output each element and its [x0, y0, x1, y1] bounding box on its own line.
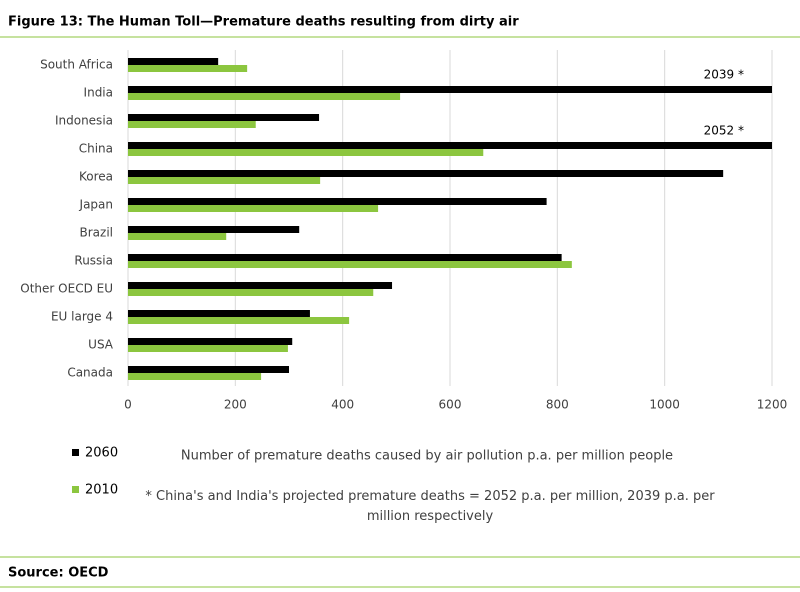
chart-title: Figure 13: The Human Toll—Premature deat… — [8, 15, 519, 30]
bar — [128, 142, 772, 149]
source: Source: OECD — [8, 566, 109, 581]
bar — [128, 121, 256, 128]
bar — [128, 310, 310, 317]
y-tick-label: USA — [88, 338, 114, 352]
bar — [128, 345, 288, 352]
legend-swatch — [72, 486, 79, 493]
y-tick-label: Brazil — [80, 226, 114, 240]
x-tick-label: 800 — [546, 398, 569, 412]
y-tick-label: China — [79, 142, 113, 156]
bar — [128, 58, 219, 65]
legend-label: 2060 — [85, 446, 118, 461]
footnote: * China's and India's projected prematur… — [145, 489, 715, 524]
y-tick-label: Canada — [67, 366, 113, 380]
x-tick-label: 200 — [224, 398, 247, 412]
x-tick-label: 1200 — [757, 398, 788, 412]
bar — [128, 317, 350, 324]
bar — [128, 198, 547, 205]
bar — [128, 226, 300, 233]
bar — [128, 261, 572, 268]
x-tick-label: 400 — [331, 398, 354, 412]
x-tick-label: 600 — [439, 398, 462, 412]
bar — [128, 338, 293, 345]
bar — [128, 114, 320, 121]
y-tick-label: Indonesia — [55, 114, 113, 128]
y-tick-label: Korea — [79, 170, 113, 184]
y-tick-label: Japan — [79, 198, 113, 212]
bars — [128, 58, 772, 380]
bar — [128, 177, 321, 184]
grid — [127, 50, 773, 386]
y-tick-label: Russia — [74, 254, 113, 268]
bar — [128, 373, 262, 380]
x-tick-label: 0 — [124, 398, 132, 412]
bar — [128, 233, 227, 240]
value-label: 2039 * — [704, 68, 744, 82]
bar — [128, 65, 248, 72]
value-label: 2052 * — [704, 124, 744, 138]
bar — [128, 282, 393, 289]
bar — [128, 149, 484, 156]
bar — [128, 86, 772, 93]
legend-swatch — [72, 449, 79, 456]
y-tick-label: South Africa — [40, 58, 113, 72]
y-tick-label: India — [84, 86, 113, 100]
bar — [128, 289, 374, 296]
bar — [128, 366, 289, 373]
x-tick-label: 1000 — [649, 398, 680, 412]
bar — [128, 254, 562, 261]
bar — [128, 93, 401, 100]
legend-label: 2010 — [85, 483, 118, 498]
bar — [128, 205, 379, 212]
x-axis-label: Number of premature deaths caused by air… — [181, 449, 673, 464]
bar — [128, 170, 724, 177]
y-tick-label: Other OECD EU — [20, 282, 113, 296]
y-tick-label: EU large 4 — [51, 310, 113, 324]
